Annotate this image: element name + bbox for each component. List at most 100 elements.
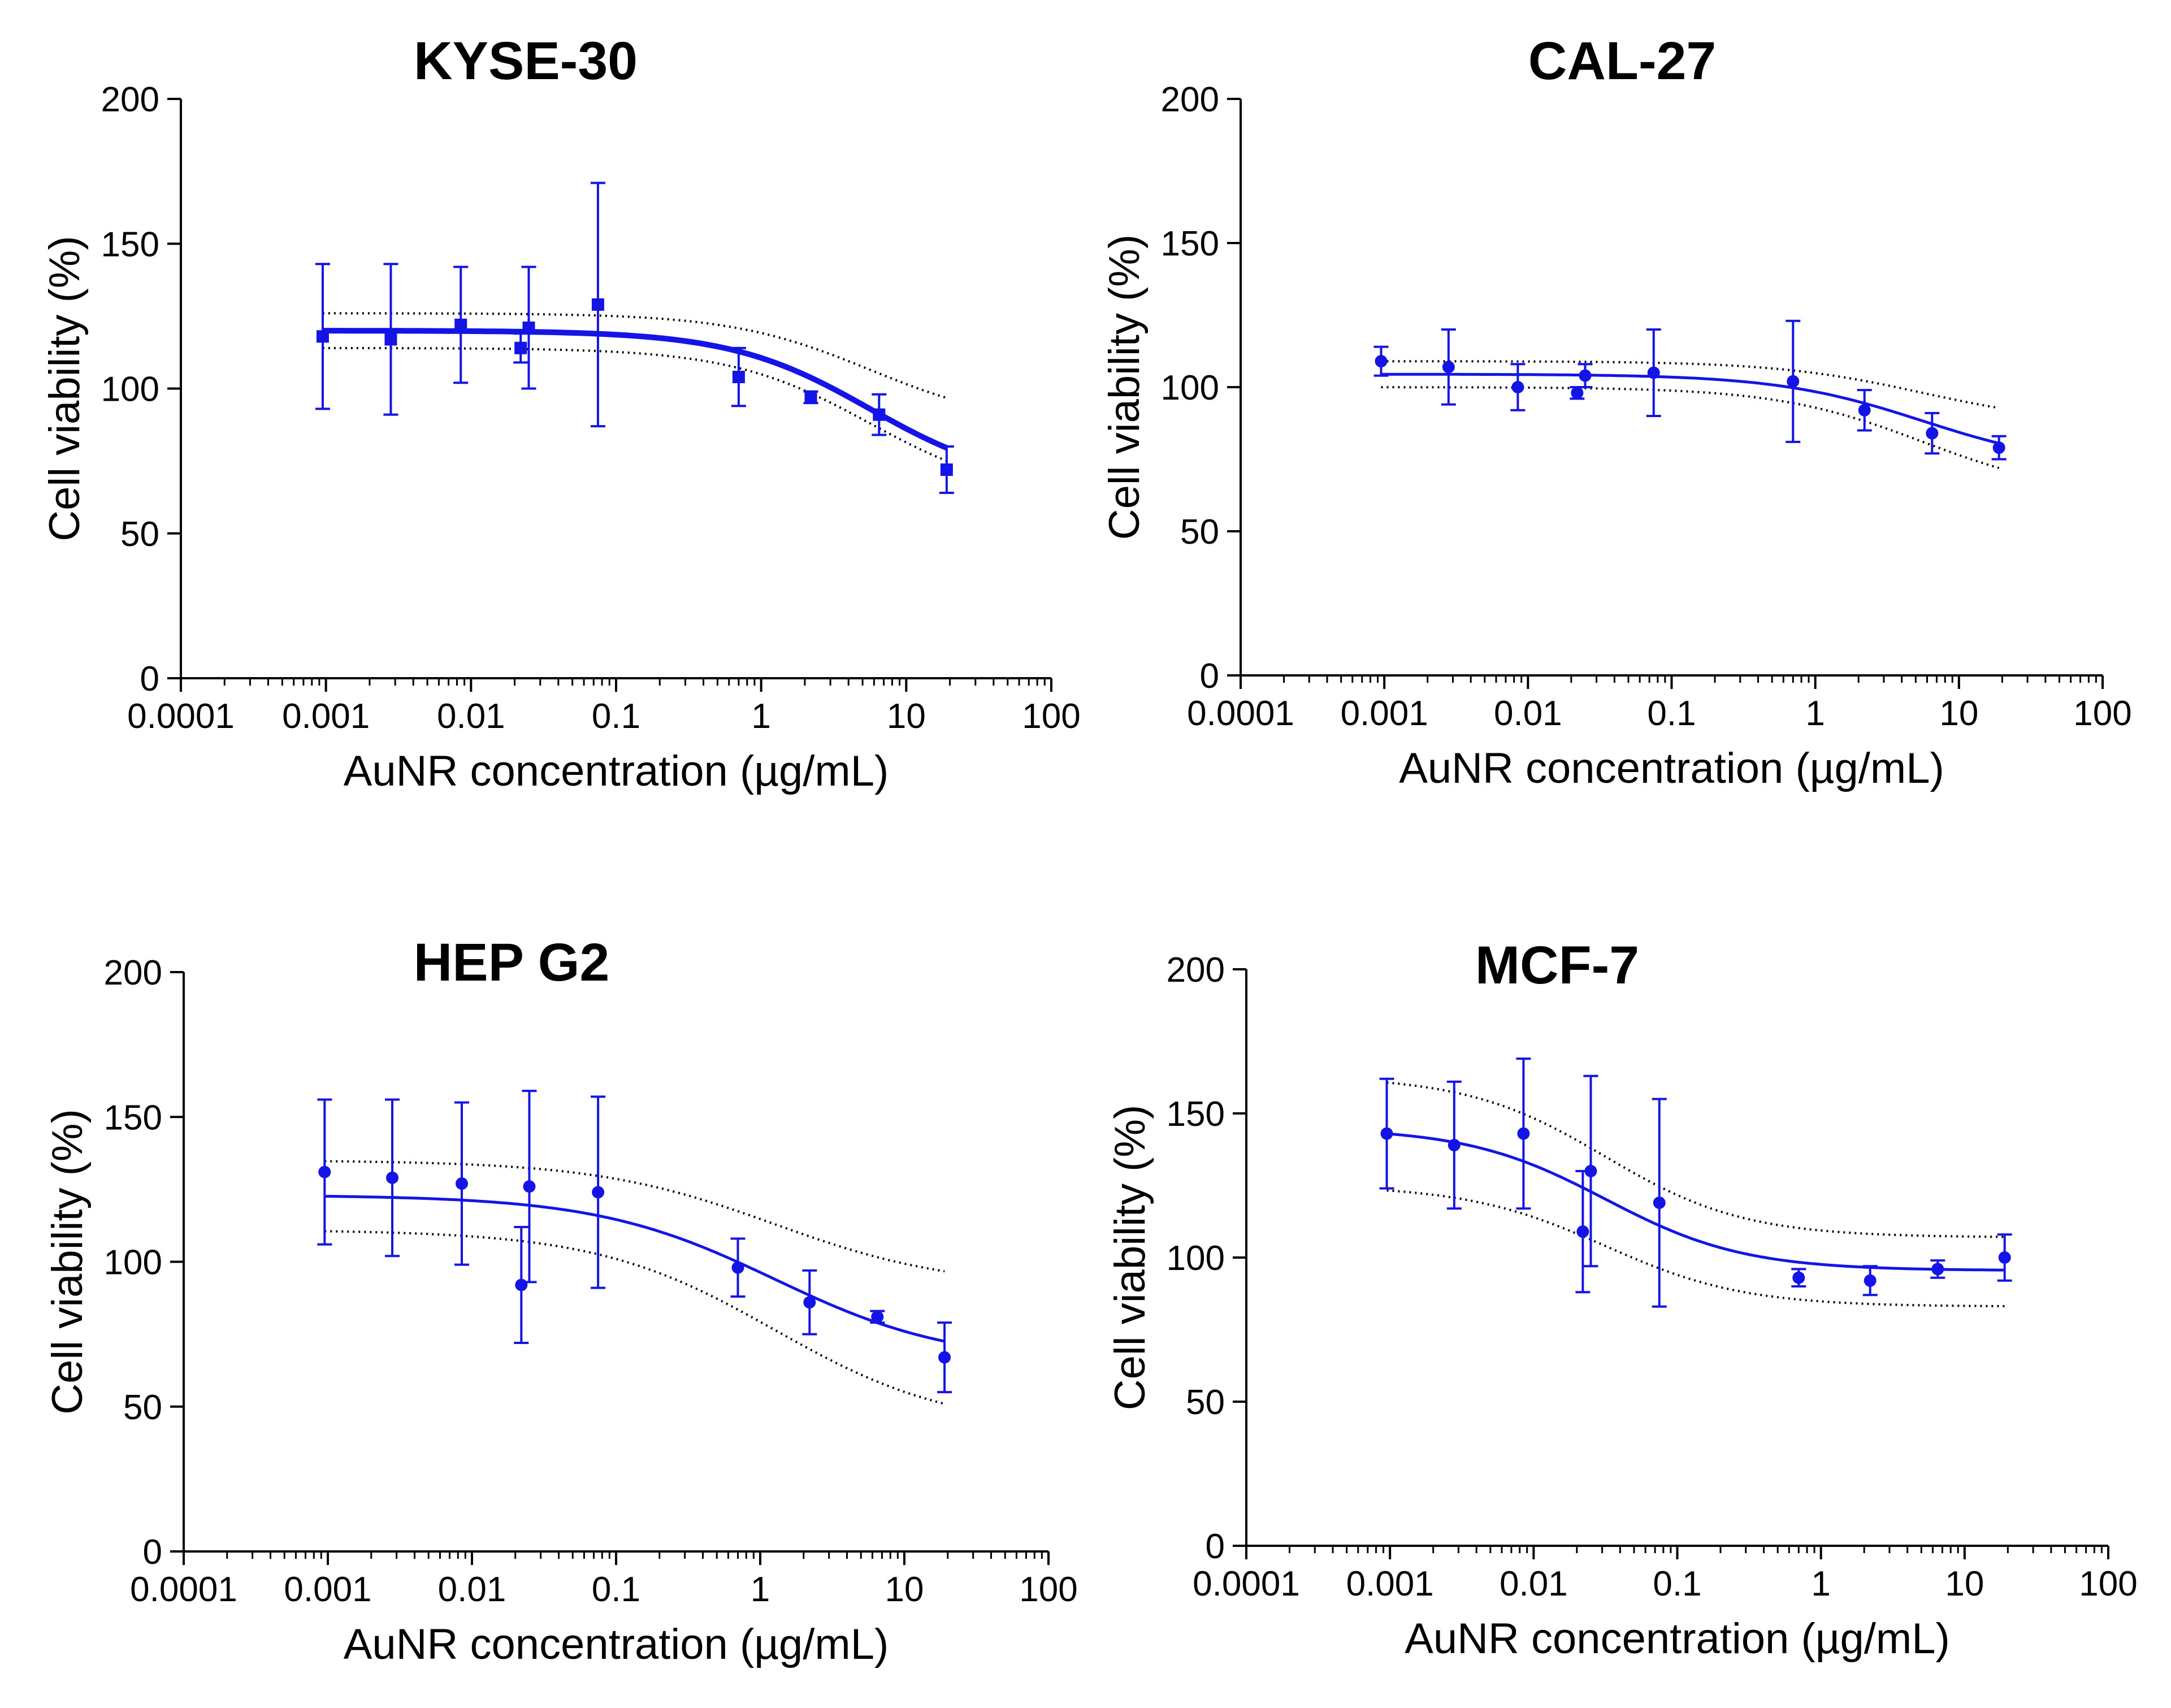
y-tick-label: 200 bbox=[1167, 951, 1225, 990]
x-tick-label: 100 bbox=[2079, 1564, 2137, 1603]
y-tick-label: 0 bbox=[1206, 1527, 1225, 1566]
x-tick-label: 0.0001 bbox=[127, 697, 235, 736]
x-tick-label: 1 bbox=[1811, 1564, 1830, 1603]
data-point bbox=[1792, 1271, 1805, 1284]
chart-title: MCF-7 bbox=[1475, 935, 1639, 995]
x-tick-label: 100 bbox=[2073, 694, 2131, 733]
data-point bbox=[1998, 1251, 2011, 1264]
x-tick-label: 0.001 bbox=[1346, 1564, 1434, 1603]
data-point bbox=[1858, 404, 1871, 417]
x-tick-label: 0.0001 bbox=[130, 1570, 237, 1609]
x-tick-label: 10 bbox=[885, 1570, 924, 1609]
y-tick-label: 150 bbox=[101, 225, 159, 264]
y-tick-label: 0 bbox=[143, 1533, 162, 1572]
data-point bbox=[591, 298, 604, 311]
data-point bbox=[873, 408, 886, 421]
data-point bbox=[1442, 361, 1455, 374]
x-tick-label: 0.1 bbox=[1647, 694, 1696, 733]
y-tick-label: 150 bbox=[1167, 1095, 1225, 1134]
chart-title: HEP G2 bbox=[414, 933, 610, 992]
y-tick-label: 200 bbox=[104, 953, 162, 992]
data-point bbox=[732, 371, 745, 383]
data-point bbox=[523, 1180, 536, 1193]
data-point bbox=[1579, 369, 1592, 382]
chart-panel: CAL-27 0 50 100 150 200 0.0001 0.001 0.01 0.1 1 10 1… bbox=[1100, 31, 2132, 792]
data-point bbox=[803, 1296, 816, 1309]
ci-upper-band bbox=[322, 312, 947, 399]
data-point bbox=[1931, 1263, 1944, 1276]
data-point bbox=[456, 1177, 469, 1190]
fit-curve bbox=[324, 1195, 945, 1343]
data-point bbox=[592, 1186, 605, 1199]
data-point bbox=[1380, 1127, 1393, 1140]
chart-panel: MCF-7 0 50 100 150 200 0.0001 0.001 0.01 0.1 1 10 10… bbox=[1106, 935, 2138, 1663]
y-axis-label: Cell viability (%) bbox=[44, 1109, 92, 1415]
x-tick-label: 0.01 bbox=[438, 1570, 506, 1609]
y-tick-label: 100 bbox=[1167, 1239, 1225, 1278]
data-point bbox=[1448, 1139, 1461, 1152]
x-axis-label: AuNR concentration (µg/mL) bbox=[1399, 744, 1944, 792]
data-point bbox=[1653, 1197, 1666, 1210]
chart-title: CAL-27 bbox=[1528, 31, 1717, 91]
x-axis-label: AuNR concentration (µg/mL) bbox=[1405, 1615, 1950, 1663]
ci-lower-band bbox=[324, 1230, 945, 1405]
data-point bbox=[1787, 375, 1800, 388]
data-point bbox=[514, 341, 527, 354]
data-point bbox=[522, 321, 535, 334]
y-axis-label: Cell viability (%) bbox=[41, 236, 89, 541]
x-tick-label: 0.0001 bbox=[1187, 694, 1294, 733]
data-point bbox=[1584, 1165, 1597, 1177]
chart-panel: HEP G2 0 50 100 150 200 0.0001 0.001 0.01 0.1 1 10 1… bbox=[44, 933, 1078, 1668]
ci-upper-band bbox=[1386, 1081, 2005, 1238]
x-tick-label: 0.001 bbox=[282, 697, 370, 736]
ci-lower-band bbox=[1381, 386, 2000, 469]
data-point bbox=[940, 463, 953, 476]
x-tick-label: 0.1 bbox=[592, 1570, 640, 1609]
x-tick-label: 0.1 bbox=[592, 697, 640, 736]
data-point bbox=[1647, 366, 1660, 379]
x-tick-label: 0.001 bbox=[284, 1570, 371, 1609]
data-point bbox=[386, 1171, 399, 1184]
y-tick-label: 50 bbox=[1186, 1383, 1225, 1422]
data-point bbox=[804, 391, 817, 404]
x-tick-label: 10 bbox=[887, 697, 926, 736]
data-point bbox=[1517, 1127, 1530, 1140]
ci-lower-band bbox=[1386, 1189, 2005, 1307]
data-point bbox=[1926, 427, 1939, 440]
data-point bbox=[454, 318, 467, 331]
y-tick-label: 100 bbox=[1161, 369, 1219, 408]
data-point bbox=[731, 1261, 744, 1274]
x-tick-label: 0.01 bbox=[437, 697, 505, 736]
x-tick-label: 0.01 bbox=[1500, 1564, 1568, 1603]
y-tick-label: 50 bbox=[123, 1388, 162, 1427]
x-tick-label: 0.001 bbox=[1341, 694, 1428, 733]
data-point bbox=[318, 1165, 331, 1178]
y-tick-label: 50 bbox=[1180, 513, 1219, 552]
y-tick-label: 50 bbox=[120, 515, 159, 554]
ci-upper-band bbox=[1381, 360, 2000, 409]
data-point bbox=[316, 330, 329, 343]
data-point bbox=[1992, 441, 2005, 454]
chart-panel: KYSE-30 0 50 100 150 200 0.0001 0.001 0.01 0.1 1 10… bbox=[41, 31, 1081, 795]
data-point bbox=[384, 333, 397, 346]
fit-curve bbox=[322, 328, 948, 451]
x-tick-label: 0.0001 bbox=[1193, 1564, 1300, 1603]
fit-curve bbox=[1386, 1132, 2005, 1272]
x-axis-label: AuNR concentration (µg/mL) bbox=[344, 1620, 889, 1668]
data-point bbox=[515, 1278, 528, 1291]
x-axis-label: AuNR concentration (µg/mL) bbox=[344, 747, 889, 795]
x-tick-label: 1 bbox=[751, 697, 770, 736]
ci-lower-band bbox=[322, 346, 947, 462]
data-point bbox=[1571, 387, 1584, 400]
y-axis-label: Cell viability (%) bbox=[1100, 235, 1149, 540]
x-tick-label: 10 bbox=[1945, 1564, 1984, 1603]
x-tick-label: 1 bbox=[751, 1570, 770, 1609]
x-tick-label: 0.1 bbox=[1653, 1564, 1701, 1603]
y-tick-label: 200 bbox=[1161, 80, 1219, 119]
y-tick-label: 0 bbox=[140, 660, 159, 699]
x-tick-label: 100 bbox=[1022, 697, 1080, 736]
y-tick-label: 100 bbox=[104, 1243, 162, 1282]
fit-curve bbox=[1381, 372, 2000, 445]
data-point bbox=[1576, 1225, 1589, 1238]
